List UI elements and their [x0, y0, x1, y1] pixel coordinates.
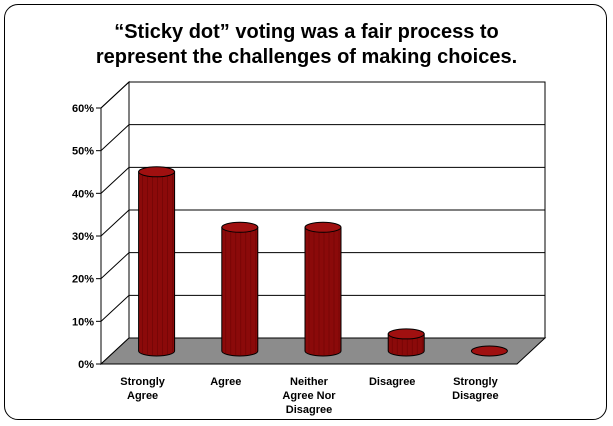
- chart-title-line-1: “Sticky dot” voting was a fair process t…: [114, 21, 499, 43]
- chart-bars: [138, 166, 508, 357]
- bar: [304, 221, 342, 357]
- gridline: [100, 81, 545, 109]
- gridline: [100, 209, 545, 237]
- x-category-label: Strongly: [453, 376, 498, 388]
- y-axis-ticks: 0% 10% 20% 30% 40% 50% 60%: [72, 103, 102, 371]
- gridline: [100, 294, 545, 322]
- chart-gridlines: [100, 81, 545, 322]
- x-category-label: Agree Nor: [282, 390, 336, 402]
- x-category-label: Strongly: [120, 376, 165, 388]
- gridline: [100, 166, 545, 194]
- bar: [138, 166, 176, 357]
- x-category-label: Disagree: [286, 404, 332, 416]
- y-tick-label: 10%: [72, 316, 94, 328]
- bar-body: [221, 226, 259, 357]
- x-category-label: Agree: [210, 376, 241, 388]
- bar: [470, 345, 508, 357]
- bar-top: [304, 221, 342, 233]
- x-category-label: Disagree: [452, 390, 498, 402]
- x-axis-labels: Strongly Agree Agree Neither Agree Nor Disagr…: [120, 376, 498, 416]
- bar-top: [221, 221, 259, 233]
- y-tick-label: 50%: [72, 146, 94, 158]
- y-tick-label: 60%: [72, 103, 94, 115]
- gridline: [100, 252, 545, 280]
- chart-title-line-2: represent the challenges of making choic…: [95, 46, 518, 68]
- y-tick-label: 30%: [72, 231, 94, 243]
- bar: [221, 221, 259, 357]
- x-category-label: Disagree: [369, 376, 415, 388]
- bar-top: [387, 328, 425, 340]
- bar-top: [470, 345, 508, 357]
- y-tick-label: 20%: [72, 274, 94, 286]
- chart-title: “Sticky dot” voting was a fair process t…: [0, 20, 613, 70]
- bar-body: [304, 226, 342, 357]
- bar-body: [138, 171, 176, 357]
- x-category-label: Neither: [290, 376, 329, 388]
- x-category-label: Agree: [127, 390, 158, 402]
- y-tick-label: 40%: [72, 188, 94, 200]
- bar-top: [138, 166, 176, 178]
- bar: [387, 328, 425, 357]
- gridline: [100, 124, 545, 152]
- y-tick-label: 0%: [78, 359, 94, 371]
